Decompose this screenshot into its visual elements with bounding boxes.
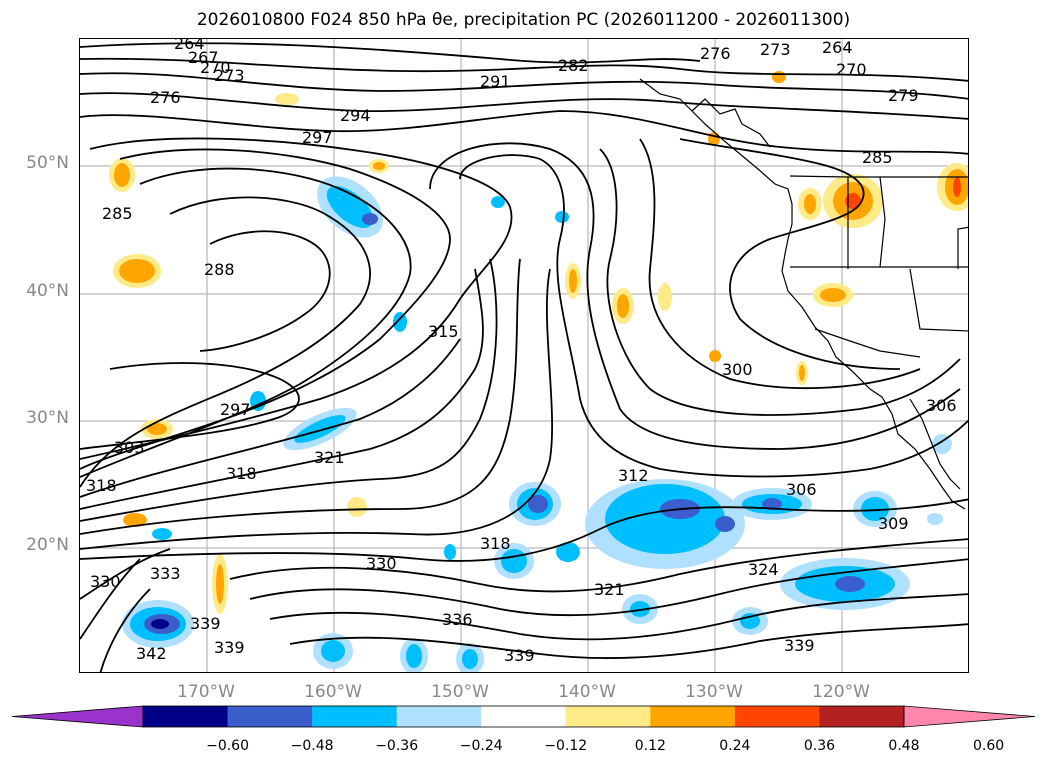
contour-label: 291 <box>480 72 511 91</box>
contour-label: 279 <box>888 86 919 105</box>
contour-label: 300 <box>722 360 753 379</box>
contour-label: 333 <box>150 564 181 583</box>
contour-label: 321 <box>594 580 625 599</box>
colorbar-tick-label: 0.60 <box>972 738 1005 754</box>
contour-label: 273 <box>760 40 791 59</box>
contour-label: 294 <box>340 106 371 125</box>
colorbar-tick-label: −0.24 <box>459 738 503 754</box>
contour-label: 339 <box>190 614 221 633</box>
contour-label: 315 <box>428 322 459 341</box>
contour-label: 339 <box>784 636 815 655</box>
lat-label-50n: 50°N <box>26 153 69 173</box>
colorbar-tick-label: −0.12 <box>544 738 588 754</box>
lon-label-160w: 160°W <box>304 682 362 702</box>
colorbar-tick-label: 0.12 <box>634 738 666 754</box>
colorbar-extend-max <box>903 705 1036 728</box>
colorbar-tick-label: −0.48 <box>290 738 334 754</box>
precipitation-positive <box>109 71 968 614</box>
lon-label-170w: 170°W <box>177 682 235 702</box>
theta-e-contours <box>80 42 968 672</box>
contour-label: 267 <box>188 48 219 67</box>
contour-label: 264 <box>822 39 853 57</box>
contour-label: 276 <box>150 88 181 107</box>
contour-label: 282 <box>558 56 589 75</box>
colorbar-tick-label: −0.60 <box>206 738 249 754</box>
colorbar-tick-label: −0.36 <box>375 738 419 754</box>
contour-label: 285 <box>102 204 133 223</box>
colorbar-tick-label: 0.48 <box>888 738 920 754</box>
contour-labels: 264 267 270 273 276 276 273 264 270 279 … <box>86 39 957 665</box>
contour-label: 318 <box>480 534 511 553</box>
contour-label: 306 <box>926 396 957 415</box>
contour-label: 297 <box>302 128 333 147</box>
colorbar-segment <box>396 706 482 727</box>
contour-label: 318 <box>226 464 257 483</box>
colorbar-extend-min <box>11 705 144 728</box>
contour-label: 312 <box>618 466 649 485</box>
lon-label-140w: 140°W <box>558 682 616 702</box>
contour-label: 324 <box>748 560 779 579</box>
contour-label: 306 <box>786 480 817 499</box>
contour-label: 336 <box>442 610 473 629</box>
contour-label: 285 <box>862 148 893 167</box>
contour-label: 321 <box>314 448 345 467</box>
colorbar-segment <box>734 706 820 727</box>
contour-label: 276 <box>700 44 731 63</box>
contour-label: 309 <box>878 514 909 533</box>
contour-label: 339 <box>504 646 535 665</box>
contour-label: 330 <box>90 572 121 591</box>
contour-label: 303 <box>114 438 145 457</box>
colorbar-segment <box>227 706 313 727</box>
colorbar-outline <box>142 705 905 728</box>
lon-label-120w: 120°W <box>812 682 870 702</box>
colorbar-segment <box>481 706 567 727</box>
colorbar-tick-label: 0.24 <box>719 738 751 754</box>
contour-label: 288 <box>204 260 235 279</box>
colorbar-segment <box>650 706 736 727</box>
contour-label: 270 <box>836 60 867 79</box>
map-panel: 264 267 270 273 276 276 273 264 270 279 … <box>79 38 969 673</box>
lat-label-20n: 20°N <box>26 535 69 555</box>
contour-label: 318 <box>86 476 117 495</box>
precipitation-negative <box>122 176 952 672</box>
colorbar-segment <box>143 706 229 727</box>
map-canvas: 264 267 270 273 276 276 273 264 270 279 … <box>80 39 968 672</box>
contour-label: 330 <box>366 554 397 573</box>
lon-label-150w: 150°W <box>431 682 489 702</box>
contour-label: 339 <box>214 638 245 657</box>
colorbar-segment <box>819 706 905 727</box>
lon-label-130w: 130°W <box>685 682 743 702</box>
contour-label: 342 <box>136 644 167 663</box>
contour-label: 270 <box>200 58 231 77</box>
map-title: 2026010800 F024 850 hPa θe, precipitatio… <box>196 10 851 30</box>
colorbar-segment <box>565 706 651 727</box>
colorbar-segment <box>312 706 398 727</box>
lat-label-40n: 40°N <box>26 281 69 301</box>
contour-label: 264 <box>174 39 205 53</box>
contour-label: 273 <box>214 66 245 85</box>
lat-label-30n: 30°N <box>26 408 69 428</box>
contour-label: 297 <box>220 400 251 419</box>
colorbar-tick-label: 0.36 <box>803 738 836 754</box>
